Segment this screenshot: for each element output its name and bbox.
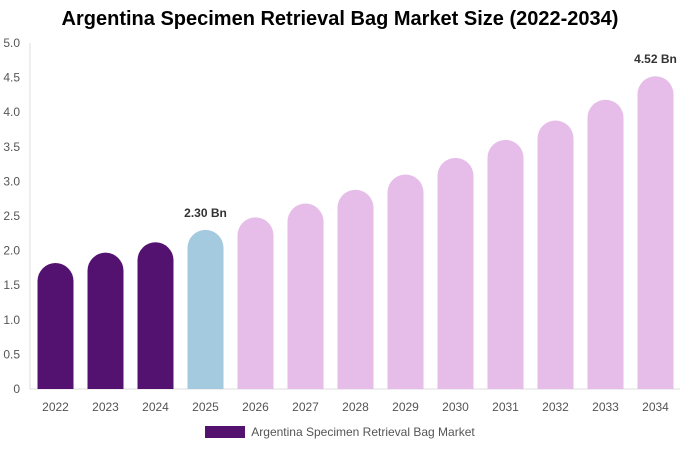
legend-swatch [205,426,246,438]
x-tick-label: 2022 [42,400,69,414]
data-label-2034: 4.52 Bn [634,52,677,66]
x-tick-label: 2027 [292,400,319,414]
bar-2032[interactable] [537,120,574,389]
y-tick-label: 0 [13,382,20,396]
x-tick-label: 2023 [92,400,119,414]
x-tick-label: 2034 [642,400,669,414]
x-tick-label: 2032 [542,400,569,414]
bar-2034[interactable] [637,76,674,389]
x-tick-label: 2025 [192,400,219,414]
bar-2033[interactable] [587,99,624,389]
y-tick-label: 1.5 [3,278,20,292]
y-tick-label: 2.5 [3,209,20,223]
bar-2025[interactable] [187,229,224,389]
bar-2028[interactable] [337,189,374,389]
data-labels: 2.30 Bn 4.52 Bn [184,52,677,220]
y-tick-label: 2.0 [3,244,20,258]
bar-2026[interactable] [237,217,274,389]
x-tick-label: 2026 [242,400,269,414]
bar-2023[interactable] [87,252,124,389]
bar-2029[interactable] [387,174,424,389]
y-tick-label: 5.0 [3,36,20,50]
bar-2022[interactable] [37,263,74,389]
bars [37,76,674,389]
x-axis-ticks: 2022 2023 2024 2025 2026 2027 2028 2029 2030 2031… [42,400,669,414]
y-tick-label: 3.0 [3,174,20,188]
bar-2024[interactable] [137,242,174,389]
x-tick-label: 2030 [442,400,469,414]
x-tick-label: 2028 [342,400,369,414]
y-axis-ticks: 0 0.5 1.0 1.5 2.0 2.5 3.0 3.5 4.0 4.5 5.0 [3,36,20,396]
y-tick-label: 4.5 [3,71,20,85]
legend[interactable]: Argentina Specimen Retrieval Bag Market [0,425,680,439]
x-tick-label: 2024 [142,400,169,414]
x-tick-label: 2033 [592,400,619,414]
x-tick-label: 2029 [392,400,419,414]
y-tick-label: 4.0 [3,105,20,119]
legend-label: Argentina Specimen Retrieval Bag Market [251,425,475,439]
bar-2027[interactable] [287,203,324,389]
bar-2030[interactable] [437,157,474,389]
y-tick-label: 1.0 [3,313,20,327]
y-tick-label: 0.5 [3,347,20,361]
chart-title: Argentina Specimen Retrieval Bag Market … [61,8,619,30]
data-label-2025: 2.30 Bn [184,206,227,220]
x-tick-label: 2031 [492,400,519,414]
bar-2031[interactable] [487,139,524,389]
y-tick-label: 3.5 [3,140,20,154]
